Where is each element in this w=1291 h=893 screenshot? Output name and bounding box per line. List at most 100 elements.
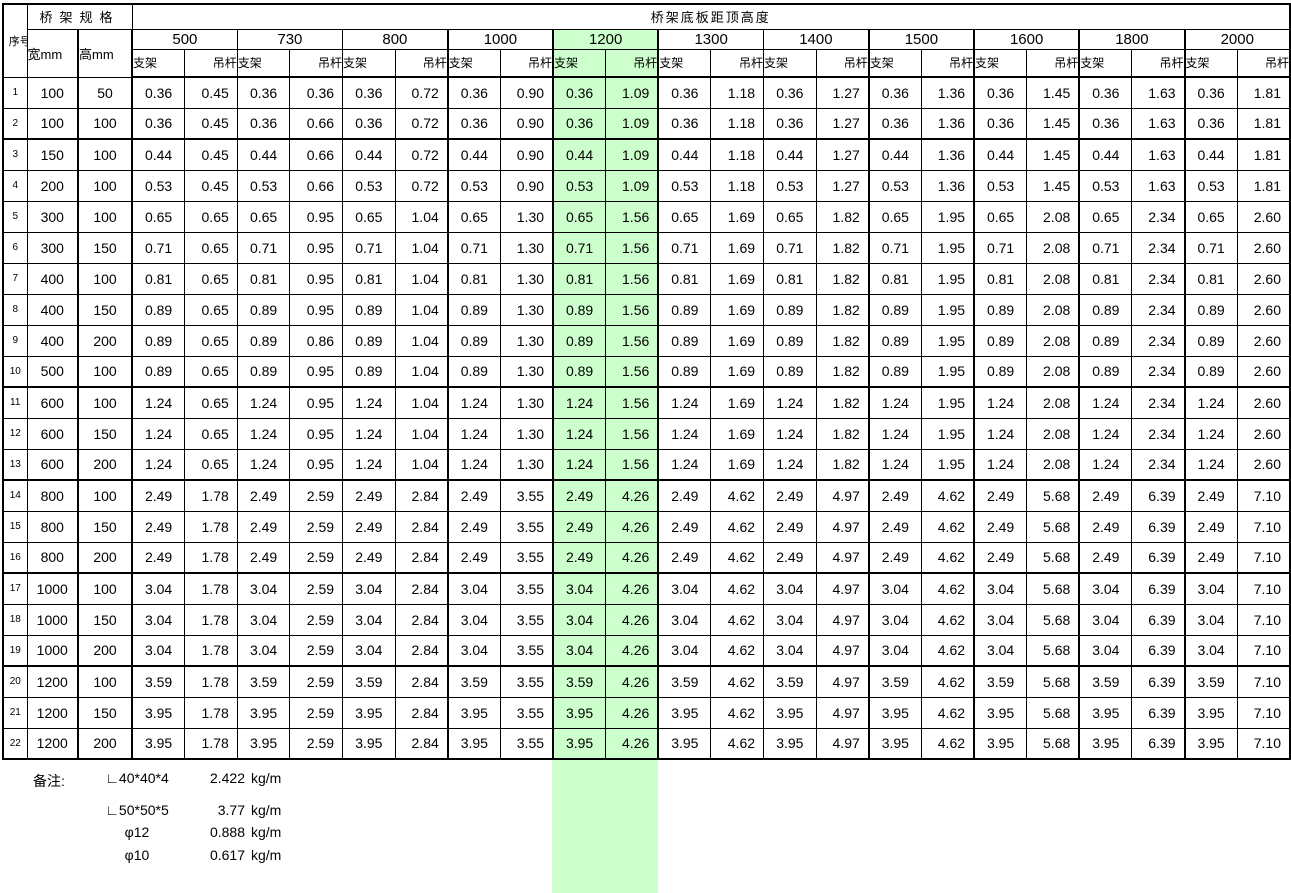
- cell-support-weight: 0.36: [1183, 107, 1238, 140]
- cell-tray-height: 200: [76, 448, 133, 481]
- hanger-subheader: 吊杆: [920, 48, 975, 78]
- cell-hanger-weight: 2.59: [289, 479, 344, 512]
- cell-hanger-weight: 2.08: [1026, 324, 1080, 357]
- cell-support-weight: 0.89: [657, 324, 712, 357]
- cell-hanger-weight: 0.95: [289, 231, 344, 264]
- cell-support-weight: 2.49: [236, 479, 291, 512]
- cell-support-weight: 0.89: [867, 293, 922, 326]
- cell-hanger-weight: 1.82: [815, 417, 870, 450]
- support-subheader: 支架: [1183, 48, 1238, 78]
- cell-support-weight: 0.36: [867, 107, 922, 140]
- cell-support-weight: 3.04: [446, 634, 501, 667]
- cell-support-weight: 0.36: [236, 76, 291, 109]
- cell-support-weight: 3.59: [657, 665, 712, 698]
- cell-support-weight: 0.81: [342, 262, 396, 295]
- note-unit-label: kg/m: [251, 824, 282, 840]
- cell-support-weight: 3.04: [657, 603, 712, 636]
- cell-tray-height: 50: [76, 76, 133, 109]
- cell-hanger-weight: 2.59: [289, 541, 344, 574]
- cell-support-weight: 0.53: [552, 169, 607, 202]
- cell-hanger-weight: 7.10: [1236, 479, 1291, 512]
- cell-support-weight: 1.24: [867, 386, 922, 419]
- cell-hanger-weight: 1.63: [1131, 76, 1186, 109]
- cell-row-number: 20: [2, 665, 28, 698]
- hanger-subheader: 吊杆: [710, 48, 765, 78]
- cell-support-weight: 0.89: [657, 355, 712, 388]
- cell-tray-width: 1200: [26, 665, 79, 698]
- cell-hanger-weight: 4.62: [710, 665, 765, 698]
- cell-support-weight: 0.89: [446, 355, 501, 388]
- note-unit-weight-value: 2.422: [209, 770, 245, 786]
- notes-label: 备注:: [33, 773, 65, 789]
- cell-support-weight: 3.95: [236, 696, 291, 729]
- cell-support-weight: 0.36: [657, 76, 712, 109]
- cell-support-weight: 0.65: [1078, 200, 1133, 233]
- cell-support-weight: 0.65: [867, 200, 922, 233]
- note-unit-label: kg/m: [251, 770, 282, 786]
- cell-hanger-weight: 4.97: [815, 665, 870, 698]
- cell-support-weight: 2.49: [552, 541, 607, 574]
- cell-support-weight: 0.89: [342, 324, 396, 357]
- cell-hanger-weight: 7.10: [1236, 696, 1291, 729]
- cell-hanger-weight: 1.30: [499, 324, 554, 357]
- cell-support-weight: 3.04: [446, 572, 501, 605]
- height-group-header: 1200: [552, 28, 659, 50]
- note-unit-weight-value: 3.77: [217, 802, 245, 818]
- cell-support-weight: 2.49: [131, 479, 186, 512]
- cell-support-weight: 3.59: [1183, 665, 1238, 698]
- table-row: 7 400 100 0.81 0.65 0.81 0.95 0.81 1.04 0.81 1.30 0…: [2, 262, 1291, 295]
- height-group-header: 1400: [763, 28, 870, 50]
- cell-hanger-weight: 3.55: [499, 634, 554, 667]
- cell-support-weight: 3.04: [1078, 603, 1133, 636]
- cell-hanger-weight: 1.36: [920, 76, 975, 109]
- cell-support-weight: 2.49: [973, 510, 1028, 543]
- cell-hanger-weight: 2.60: [1236, 386, 1291, 419]
- cell-support-weight: 0.36: [657, 107, 712, 140]
- cell-tray-width: 400: [26, 293, 79, 326]
- cell-hanger-weight: 7.10: [1236, 727, 1291, 760]
- cell-hanger-weight: 0.72: [394, 169, 449, 202]
- cell-support-weight: 1.24: [1078, 386, 1133, 419]
- cell-support-weight: 3.04: [867, 603, 922, 636]
- cell-support-weight: 0.81: [131, 262, 186, 295]
- cell-support-weight: 0.36: [867, 76, 922, 109]
- cell-hanger-weight: 2.84: [394, 696, 449, 729]
- cell-hanger-weight: 1.63: [1131, 107, 1186, 140]
- cell-row-number: 6: [2, 231, 28, 264]
- height-group-header: 730: [236, 28, 344, 50]
- cell-hanger-weight: 1.82: [815, 231, 870, 264]
- cell-tray-height: 100: [76, 572, 133, 605]
- cell-hanger-weight: 4.26: [605, 541, 659, 574]
- cell-support-weight: 3.04: [236, 572, 291, 605]
- cell-support-weight: 0.36: [342, 107, 396, 140]
- cell-hanger-weight: 1.56: [605, 417, 659, 450]
- cell-hanger-weight: 4.26: [605, 665, 659, 698]
- cell-support-weight: 2.49: [763, 479, 817, 512]
- cell-hanger-weight: 1.78: [184, 603, 238, 636]
- cell-hanger-weight: 2.08: [1026, 231, 1080, 264]
- table-row: 16 800 200 2.49 1.78 2.49 2.59 2.49 2.84 2.49 3.55…: [2, 541, 1291, 574]
- table-row: 4 200 100 0.53 0.45 0.53 0.66 0.53 0.72 0.53 0.90 0…: [2, 169, 1291, 202]
- cell-hanger-weight: 2.34: [1131, 417, 1186, 450]
- cell-hanger-weight: 0.86: [289, 324, 344, 357]
- cell-support-weight: 3.04: [657, 634, 712, 667]
- cell-support-weight: 1.24: [1078, 448, 1133, 481]
- cell-hanger-weight: 4.26: [605, 510, 659, 543]
- cell-hanger-weight: 4.62: [710, 696, 765, 729]
- cell-support-weight: 3.04: [552, 634, 607, 667]
- cell-hanger-weight: 4.97: [815, 541, 870, 574]
- cell-support-weight: 1.24: [131, 448, 186, 481]
- cell-hanger-weight: 0.65: [184, 417, 238, 450]
- cell-support-weight: 2.49: [867, 479, 922, 512]
- cell-support-weight: 3.95: [867, 727, 922, 760]
- cell-hanger-weight: 4.97: [815, 603, 870, 636]
- note-material-spec: ∟40*40*4: [105, 770, 169, 786]
- support-subheader: 支架: [867, 48, 922, 78]
- cell-hanger-weight: 1.78: [184, 572, 238, 605]
- cell-hanger-weight: 0.95: [289, 293, 344, 326]
- cell-tray-width: 1000: [26, 634, 79, 667]
- cell-row-number: 13: [2, 448, 28, 481]
- cell-hanger-weight: 0.45: [184, 138, 238, 171]
- cell-hanger-weight: 1.95: [920, 386, 975, 419]
- cell-support-weight: 0.36: [131, 76, 186, 109]
